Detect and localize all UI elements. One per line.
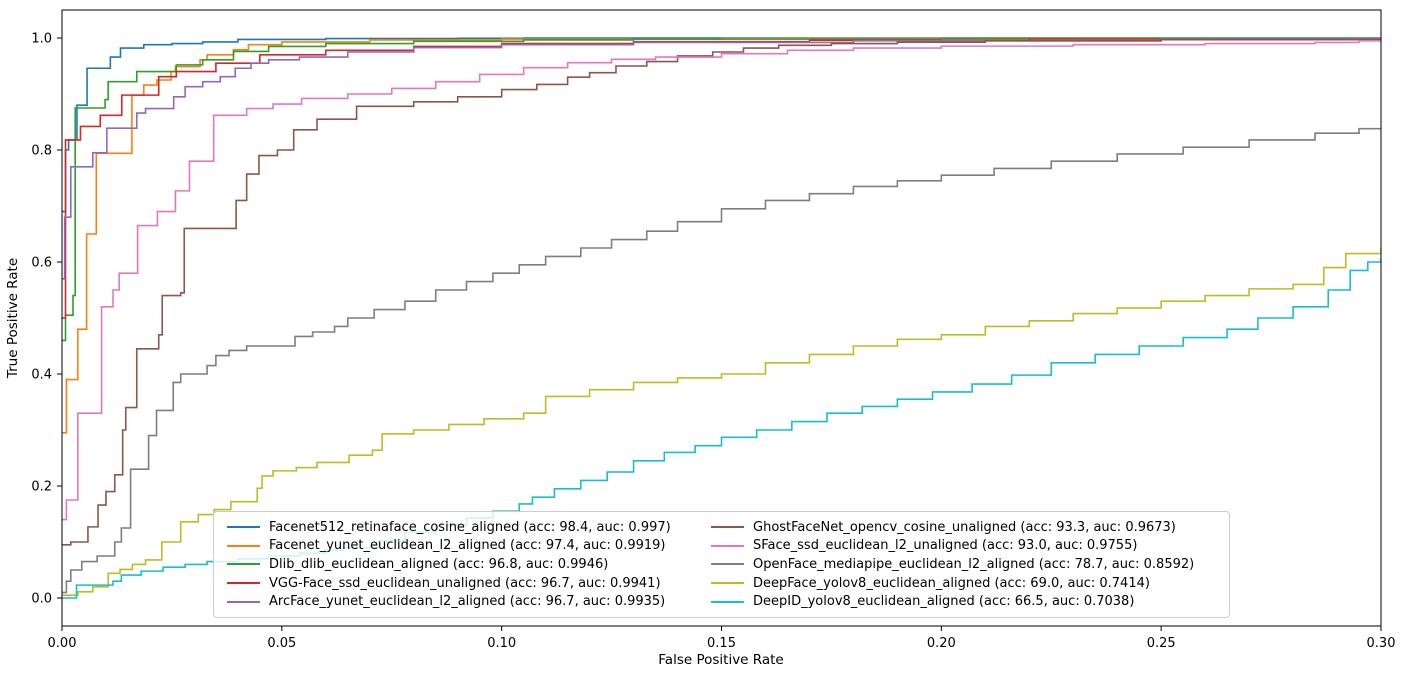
x-tick-label: 0.25 (1147, 636, 1176, 651)
x-axis-label: False Positive Rate (658, 652, 783, 668)
legend-line-sample (227, 563, 260, 566)
legend-item-4: ArcFace_yunet_euclidean_l2_aligned (acc:… (227, 592, 711, 611)
legend-item-2: Dlib_dlib_euclidean_aligned (acc: 96.8, … (227, 555, 711, 574)
legend-label: OpenFace_mediapipe_euclidean_l2_aligned … (753, 556, 1195, 572)
x-tick-label: 0.30 (1367, 636, 1396, 651)
legend-label: SFace_ssd_euclidean_l2_unaligned (acc: 9… (753, 538, 1138, 554)
legend-label: VGG-Face_ssd_euclidean_unaligned (acc: 9… (269, 575, 661, 591)
curves-layer (62, 37, 1381, 599)
roc-curve-2 (62, 37, 1381, 342)
legend-item-8: DeepFace_yolov8_euclidean_aligned (acc: … (711, 574, 1223, 593)
x-tick-label: 0.10 (487, 636, 516, 651)
y-axis-label: True Positive Rate (5, 258, 21, 379)
legend-line-sample (227, 582, 260, 585)
y-tick-label: 0.2 (31, 480, 52, 495)
legend-line-sample (711, 600, 744, 603)
legend-line-sample (227, 526, 260, 529)
y-tick-label: 0.4 (31, 368, 52, 383)
legend: Facenet512_retinaface_cosine_aligned (ac… (213, 511, 1230, 618)
roc-curve-6 (62, 40, 1381, 521)
roc-curve-0 (62, 37, 1381, 213)
roc-curve-8 (62, 248, 1381, 596)
legend-line-sample (227, 600, 260, 603)
roc-curve-4 (62, 38, 1381, 280)
legend-label: Facenet_yunet_euclidean_l2_aligned (acc:… (269, 538, 666, 554)
x-tick-label: 0.00 (48, 636, 77, 651)
legend-item-1: Facenet_yunet_euclidean_l2_aligned (acc:… (227, 537, 711, 556)
ticks-layer: 0.00 0.05 0.10 0.15 0.20 0.25 0.30 0.0 0.2 0.4 0.6… (31, 32, 1395, 652)
roc-curve-1 (62, 37, 1381, 434)
legend-label: Dlib_dlib_euclidean_aligned (acc: 96.8, … (269, 556, 609, 572)
legend-label: DeepID_yolov8_euclidean_aligned (acc: 66… (753, 594, 1135, 610)
legend-label: ArcFace_yunet_euclidean_l2_aligned (acc:… (269, 594, 666, 610)
y-tick-label: 0.6 (31, 256, 52, 271)
roc-curve-5 (62, 38, 1381, 546)
legend-item-9: DeepID_yolov8_euclidean_aligned (acc: 66… (711, 592, 1223, 611)
x-tick-label: 0.05 (267, 636, 296, 651)
legend-item-0: Facenet512_retinaface_cosine_aligned (ac… (227, 518, 711, 537)
roc-curve-7 (62, 127, 1381, 594)
x-tick-label: 0.20 (927, 636, 956, 651)
legend-line-sample (227, 544, 260, 547)
legend-line-sample (711, 526, 744, 529)
legend-label: GhostFaceNet_opencv_cosine_unaligned (ac… (753, 519, 1176, 535)
y-tick-label: 0.8 (31, 144, 52, 159)
legend-line-sample (711, 582, 744, 585)
legend-line-sample (711, 563, 744, 566)
legend-label: DeepFace_yolov8_euclidean_aligned (acc: … (753, 575, 1150, 591)
y-tick-label: 0.0 (31, 592, 52, 607)
roc-curve-3 (62, 38, 1381, 319)
legend-label: Facenet512_retinaface_cosine_aligned (ac… (269, 519, 671, 535)
legend-item-6: SFace_ssd_euclidean_l2_unaligned (acc: 9… (711, 537, 1223, 556)
legend-item-5: GhostFaceNet_opencv_cosine_unaligned (ac… (711, 518, 1223, 537)
legend-item-7: OpenFace_mediapipe_euclidean_l2_aligned … (711, 555, 1223, 574)
legend-line-sample (711, 544, 744, 547)
legend-item-3: VGG-Face_ssd_euclidean_unaligned (acc: 9… (227, 574, 711, 593)
y-tick-label: 1.0 (31, 32, 52, 47)
x-tick-label: 0.15 (707, 636, 736, 651)
